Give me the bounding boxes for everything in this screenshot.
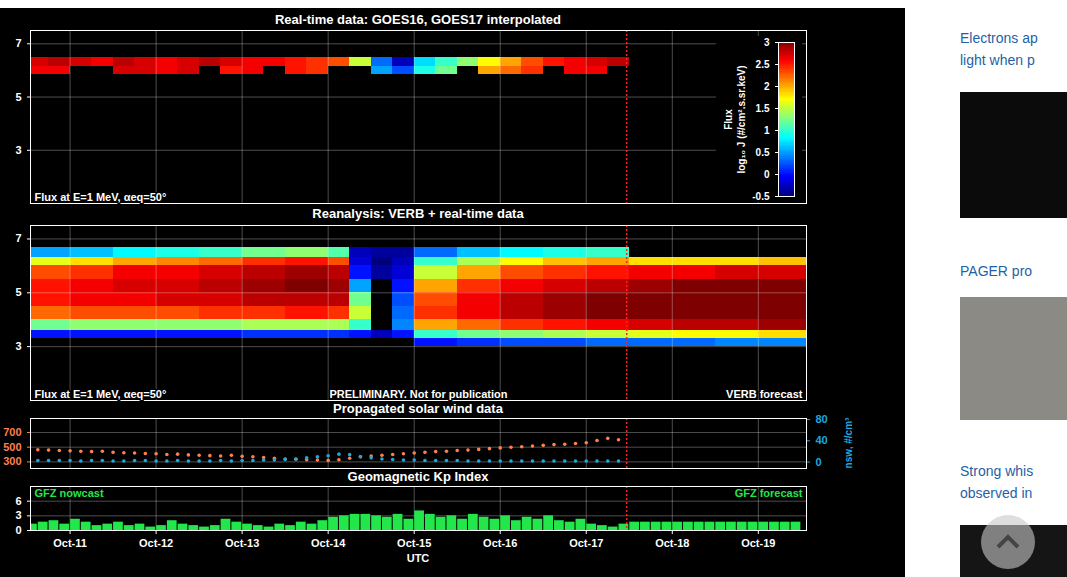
svg-text:Flux at E=1 MeV, αeq=50°: Flux at E=1 MeV, αeq=50° [35, 388, 167, 400]
svg-text:Oct-11: Oct-11 [53, 537, 87, 549]
svg-text:1: 1 [764, 125, 770, 136]
svg-text:Oct-19: Oct-19 [741, 537, 775, 549]
svg-text:5: 5 [15, 91, 21, 103]
svg-text:0: 0 [15, 524, 21, 536]
svg-text:Flux: Flux [723, 109, 734, 130]
svg-text:Oct-12: Oct-12 [139, 537, 173, 549]
svg-text:300: 300 [3, 455, 21, 467]
svg-text:6: 6 [15, 495, 21, 507]
html-text:Reanalysis: VERB + real-time d: Reanalysis: VERB + real-time data [312, 206, 524, 221]
svg-text:3: 3 [15, 509, 21, 521]
svg-text:Oct-18: Oct-18 [655, 537, 689, 549]
html-text:light when p: light when p [960, 52, 1035, 68]
svg-text:7: 7 [15, 232, 21, 244]
svg-text:700: 700 [3, 426, 21, 438]
svg-text:-0.5: -0.5 [752, 191, 770, 202]
svg-text:Oct-15: Oct-15 [397, 537, 431, 549]
svg-text:0.5: 0.5 [756, 147, 770, 158]
svg-text:0: 0 [764, 169, 770, 180]
svg-text:80: 80 [816, 413, 828, 425]
svg-text:40: 40 [816, 434, 828, 446]
svg-text:5: 5 [15, 286, 21, 298]
svg-text:Oct-13: Oct-13 [225, 537, 259, 549]
svg-text:1.5: 1.5 [756, 103, 770, 114]
svg-text:log₁₀ J (#/cm².s.sr.keV): log₁₀ J (#/cm².s.sr.keV) [736, 65, 747, 173]
html-text:Geomagnetic Kp Index: Geomagnetic Kp Index [347, 469, 489, 484]
html-text:Propagated solar wind data: Propagated solar wind data [333, 401, 503, 416]
svg-text:2: 2 [764, 81, 770, 92]
svg-text:Flux at E=1 MeV, αeq=50°: Flux at E=1 MeV, αeq=50° [35, 191, 167, 203]
svg-text:7: 7 [15, 37, 21, 49]
svg-text:GFZ forecast: GFZ forecast [735, 487, 803, 499]
html-text:Strong whis: Strong whis [960, 463, 1034, 479]
svg-text:Oct-16: Oct-16 [483, 537, 517, 549]
svg-text:Oct-14: Oct-14 [311, 537, 346, 549]
svg-text:Oct-17: Oct-17 [569, 537, 603, 549]
html-text:PAGER pro: PAGER pro [960, 263, 1033, 279]
svg-text:3: 3 [764, 37, 770, 48]
svg-text:500: 500 [3, 441, 21, 453]
html-text:observed in: observed in [960, 485, 1033, 501]
svg-text:3: 3 [15, 144, 21, 156]
html-text:Electrons ap: Electrons ap [960, 30, 1038, 46]
html-text:Real-time data: GOES16, GOES17: Real-time data: GOES16, GOES17 interpola… [275, 12, 561, 27]
svg-text:2.5: 2.5 [756, 59, 770, 70]
html-text:UTC: UTC [406, 552, 430, 564]
svg-text:0: 0 [816, 456, 822, 468]
svg-text:VERB forecast: VERB forecast [726, 388, 803, 400]
svg-text:PRELIMINARY. Not for publicati: PRELIMINARY. Not for publication [329, 388, 507, 400]
svg-text:GFZ nowcast: GFZ nowcast [35, 487, 104, 499]
svg-text:3: 3 [15, 340, 21, 352]
html-text:nsw, #/cm³: nsw, #/cm³ [842, 417, 854, 469]
